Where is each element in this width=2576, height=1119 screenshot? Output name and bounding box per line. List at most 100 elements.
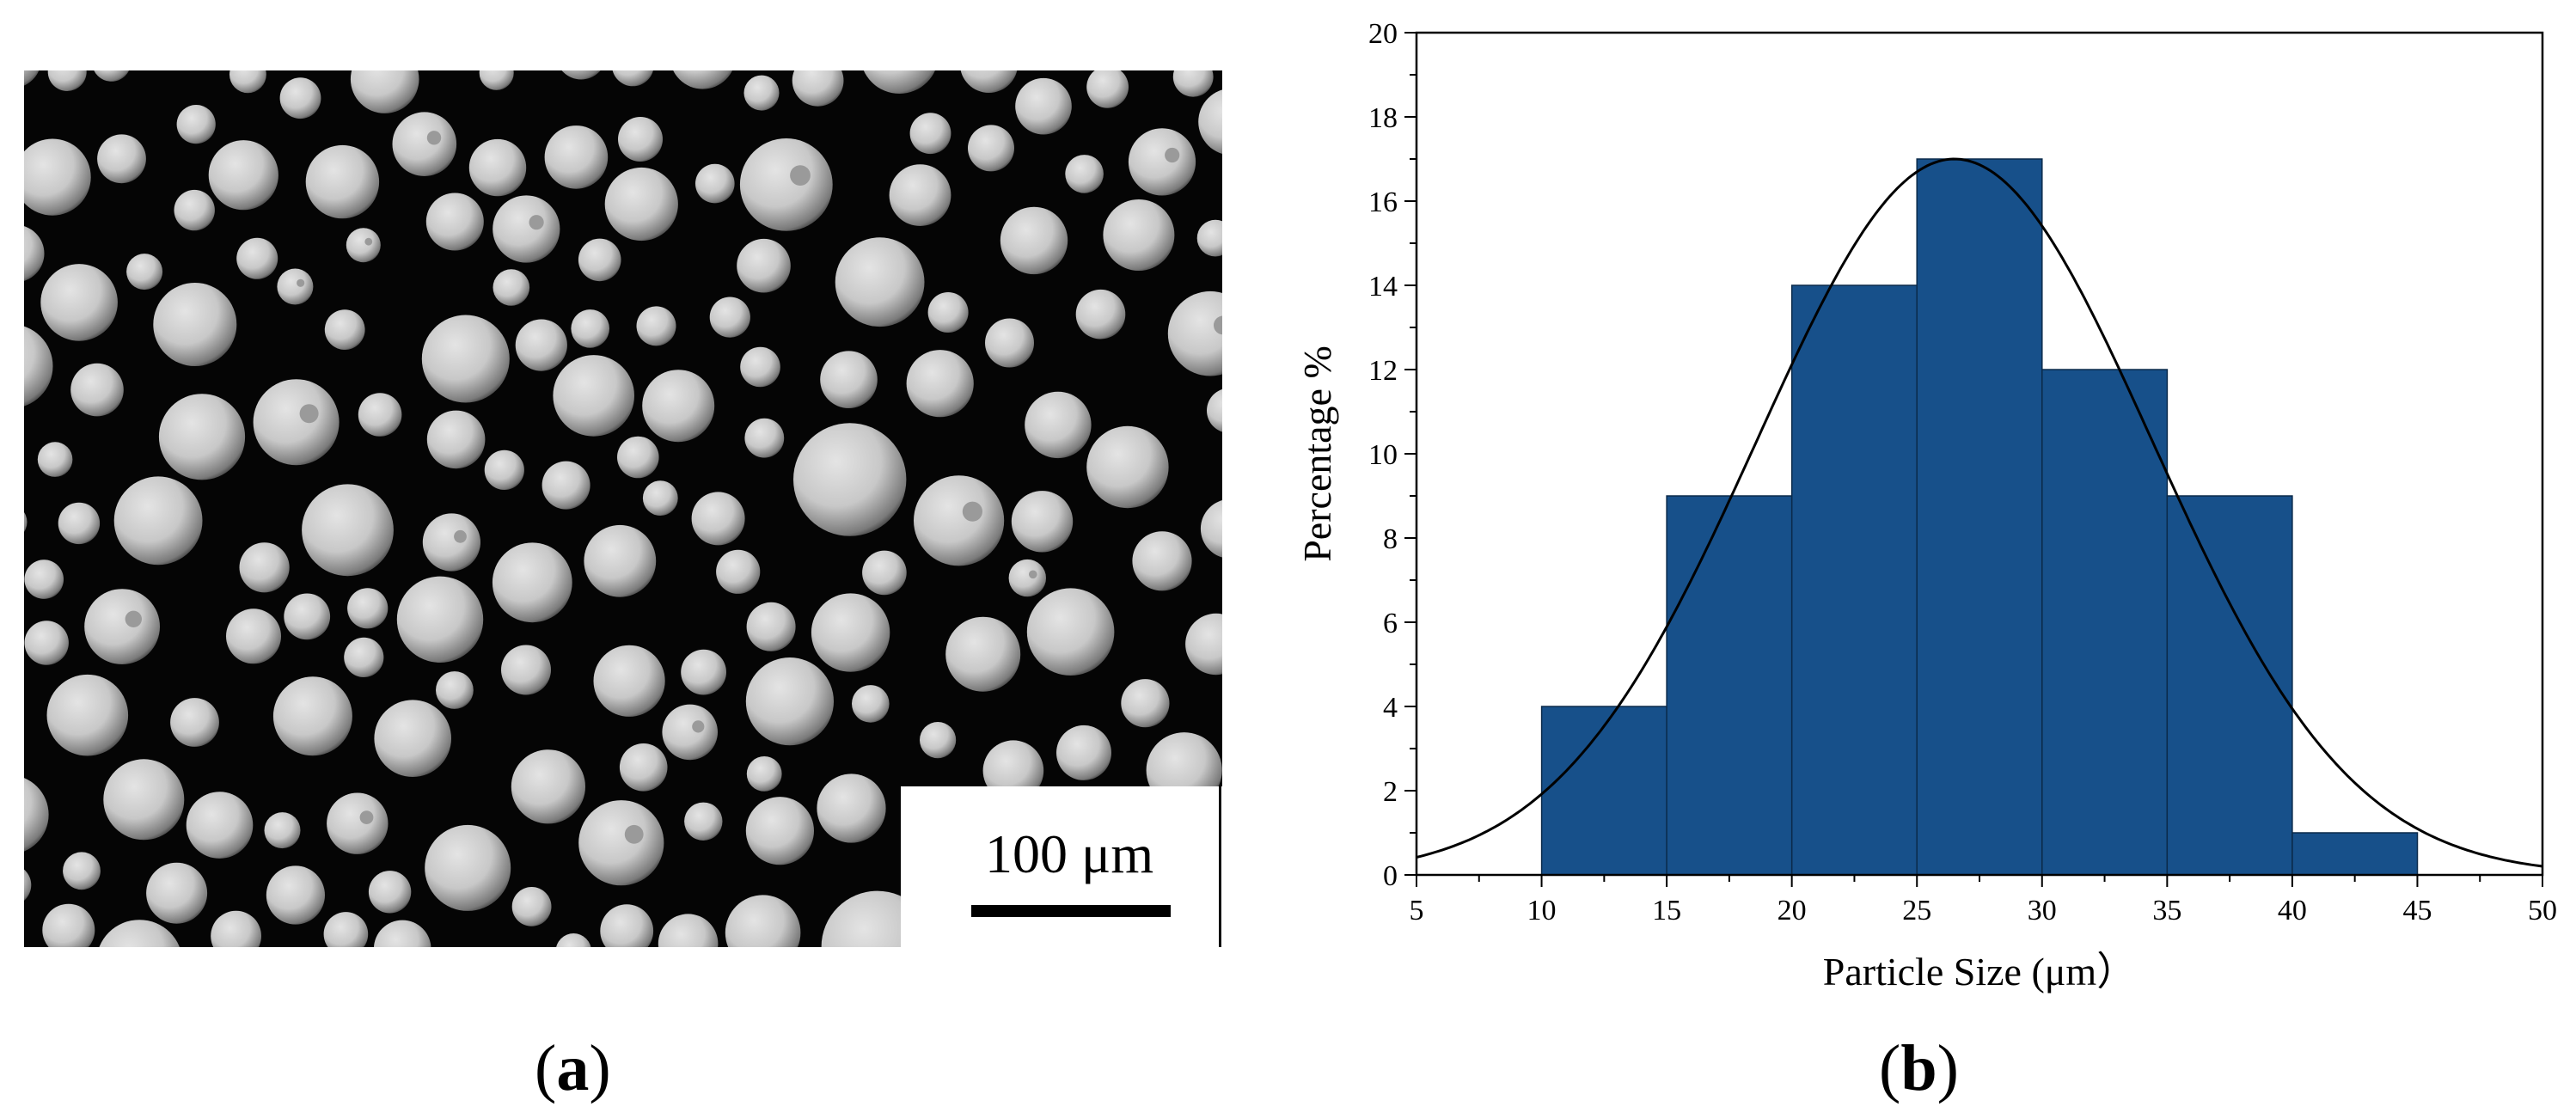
satellite-particle bbox=[299, 404, 319, 424]
powder-particle bbox=[392, 112, 457, 176]
powder-particle bbox=[264, 812, 301, 849]
powder-particle bbox=[277, 268, 314, 305]
powder-particle bbox=[553, 355, 634, 437]
powder-particle bbox=[58, 502, 101, 545]
powder-particle bbox=[211, 910, 261, 947]
y-tick-label: 4 bbox=[1383, 692, 1398, 724]
powder-particle bbox=[97, 134, 146, 184]
scale-bar-label: 100 μm bbox=[985, 823, 1154, 884]
powder-particle bbox=[1167, 290, 1222, 376]
powder-particle bbox=[914, 475, 1005, 566]
powder-particle bbox=[186, 792, 254, 859]
powder-particle bbox=[571, 309, 609, 348]
y-tick-label: 10 bbox=[1368, 439, 1398, 471]
normal-fit-curve bbox=[1416, 157, 2543, 868]
sem-particles bbox=[24, 70, 1222, 947]
powder-particle bbox=[84, 589, 160, 664]
satellite-particle bbox=[125, 610, 142, 627]
x-tick-label: 10 bbox=[1527, 895, 1557, 926]
powder-particle bbox=[1056, 725, 1111, 780]
histogram-bar bbox=[1540, 706, 1667, 876]
powder-particle bbox=[612, 70, 653, 87]
scale-bar-box: 100 μm bbox=[901, 786, 1222, 947]
powder-particle bbox=[266, 865, 325, 925]
powder-particle bbox=[960, 70, 1018, 93]
powder-particle bbox=[103, 759, 185, 841]
powder-particle bbox=[24, 70, 40, 86]
y-tick-label: 8 bbox=[1383, 523, 1398, 555]
histogram-bar bbox=[1916, 158, 2043, 876]
y-tick-label: 6 bbox=[1383, 608, 1398, 639]
powder-particle bbox=[1196, 219, 1222, 257]
powder-particle bbox=[236, 237, 278, 279]
satellite-particle bbox=[529, 215, 544, 230]
powder-particle bbox=[484, 449, 524, 490]
powder-particle bbox=[673, 70, 732, 89]
panel-label-b-text: b bbox=[1900, 1032, 1937, 1104]
powder-particle bbox=[852, 685, 890, 723]
powder-particle bbox=[1065, 155, 1104, 193]
powder-particle bbox=[24, 512, 28, 532]
powder-particle bbox=[604, 167, 678, 242]
powder-particle bbox=[906, 350, 974, 418]
powder-particle bbox=[561, 70, 601, 80]
powder-particle bbox=[1008, 559, 1047, 597]
powder-particle bbox=[739, 138, 833, 231]
powder-particle bbox=[358, 393, 402, 437]
powder-particle bbox=[176, 105, 216, 144]
powder-particle bbox=[63, 852, 101, 890]
powder-particle bbox=[305, 144, 380, 219]
powder-particle bbox=[817, 774, 886, 843]
powder-particle bbox=[737, 238, 791, 293]
powder-particle bbox=[1128, 128, 1196, 196]
powder-particle bbox=[985, 318, 1034, 368]
powder-particle bbox=[511, 887, 552, 926]
panel-label-a-text: a bbox=[556, 1032, 590, 1104]
powder-particle bbox=[425, 824, 511, 911]
powder-particle bbox=[556, 933, 591, 947]
powder-particle bbox=[835, 237, 925, 327]
satellite-particle bbox=[364, 237, 373, 246]
powder-particle bbox=[324, 309, 365, 350]
histogram-bar bbox=[2291, 832, 2419, 876]
satellite-particle bbox=[359, 810, 374, 824]
y-tick-label: 14 bbox=[1368, 271, 1398, 303]
powder-particle bbox=[542, 461, 590, 510]
x-tick-label: 50 bbox=[2528, 895, 2557, 926]
y-tick-label: 20 bbox=[1368, 18, 1398, 50]
sem-border-line bbox=[1219, 786, 1221, 947]
powder-particle bbox=[501, 645, 551, 695]
powder-particle bbox=[422, 513, 480, 572]
powder-particle bbox=[982, 740, 1044, 801]
powder-particle bbox=[1132, 531, 1192, 591]
powder-particle bbox=[1200, 500, 1222, 558]
y-tick-label: 2 bbox=[1383, 776, 1398, 808]
powder-particle bbox=[226, 608, 281, 664]
powder-particle bbox=[327, 792, 389, 854]
powder-particle bbox=[279, 77, 321, 119]
powder-particle bbox=[493, 269, 530, 306]
powder-particle bbox=[617, 436, 659, 479]
powder-particle bbox=[113, 476, 203, 566]
powder-particle bbox=[421, 315, 510, 403]
satellite-particle bbox=[454, 529, 467, 543]
powder-particle bbox=[889, 164, 951, 226]
powder-particle bbox=[642, 480, 678, 516]
powder-particle bbox=[863, 70, 935, 94]
powder-particle bbox=[170, 698, 219, 747]
powder-particle bbox=[24, 621, 69, 665]
powder-particle bbox=[208, 140, 278, 211]
powder-particle bbox=[1198, 89, 1222, 154]
x-tick-label: 45 bbox=[2402, 895, 2432, 926]
powder-particle bbox=[745, 657, 835, 746]
powder-particle bbox=[642, 370, 715, 443]
satellite-particle bbox=[692, 720, 705, 733]
powder-particle bbox=[745, 797, 815, 865]
powder-particle bbox=[46, 674, 129, 756]
powder-particle bbox=[618, 117, 663, 162]
powder-particle bbox=[1026, 588, 1115, 676]
powder-particle bbox=[253, 379, 340, 466]
powder-particle bbox=[820, 351, 878, 409]
powder-particle bbox=[239, 542, 290, 593]
